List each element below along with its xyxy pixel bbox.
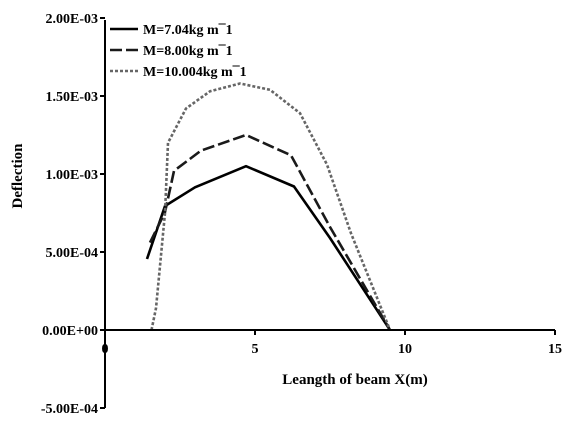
series-line-2 <box>148 133 392 331</box>
x-tick-label: 5 <box>252 342 259 357</box>
y-tick-label: 0.00E+00 <box>42 324 98 339</box>
x-axis-title: Leangth of beam X(m) <box>282 372 427 388</box>
legend-label-3: M=10.004kg m¯1 <box>143 65 247 80</box>
legend: M=7.04kg m¯1 M=8.00kg m¯1 M=10.004kg m¯1 <box>110 23 247 80</box>
x-tick-label: 15 <box>548 342 562 357</box>
series-line-3 <box>150 82 392 331</box>
y-axis-title: Deflection <box>10 143 26 209</box>
legend-label-2: M=8.00kg m¯1 <box>143 44 233 59</box>
y-tick-label: -5.00E-04 <box>41 402 98 417</box>
series-line-1 <box>145 164 392 331</box>
plot-area <box>145 82 392 331</box>
axes: -5.00E-04 0.00E+00 5.00E-04 1.00E-03 1.50E-0… <box>41 12 562 417</box>
legend-label-1: M=7.04kg m¯1 <box>143 23 233 38</box>
y-tick-label: 1.00E-03 <box>46 168 99 183</box>
y-tick-label: 5.00E-04 <box>46 246 99 261</box>
x-tick-label: 0 <box>102 342 109 357</box>
x-tick-label: 10 <box>398 342 412 357</box>
y-tick-label: 1.50E-03 <box>46 90 99 105</box>
y-tick-label: 2.00E-03 <box>46 12 99 27</box>
